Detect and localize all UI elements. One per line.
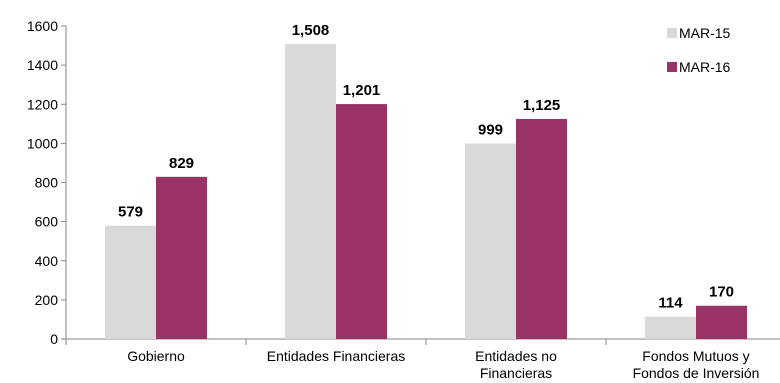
data-label: 1,125 (523, 97, 561, 114)
data-label: 829 (169, 155, 194, 172)
x-category-label: Entidades no (475, 348, 557, 364)
y-tick-label: 1200 (27, 96, 58, 112)
data-label: 114 (658, 295, 683, 312)
x-category-label: Entidades Financieras (267, 348, 406, 364)
legend-swatch (667, 62, 677, 72)
legend-label: MAR-15 (679, 25, 731, 41)
y-axis: 0 200 400 600 800 1000 1200 1400 1600 (27, 18, 67, 347)
y-tick-label: 1600 (27, 18, 58, 34)
data-label: 1,201 (343, 82, 381, 99)
legend-swatch (667, 28, 677, 38)
bar-mar-16-1 (336, 104, 387, 339)
legend: MAR-15 MAR-16 (667, 25, 731, 75)
y-tick-label: 400 (35, 253, 59, 269)
y-tick-label: 800 (35, 175, 59, 191)
y-tick-label: 600 (35, 214, 59, 230)
data-label: 999 (478, 122, 503, 139)
y-tick-label: 1000 (27, 135, 58, 151)
data-labels: 579 1,508 999 114 829 1,201 1,125 170 (118, 22, 734, 312)
bar-mar-15-3 (645, 316, 696, 339)
bar-mar-15-2 (465, 143, 516, 339)
y-tick-label: 1400 (27, 57, 58, 73)
legend-label: MAR-16 (679, 59, 731, 75)
x-axis: Gobierno Entidades Financieras Entidades n… (65, 338, 780, 381)
bar-mar-16-0 (156, 176, 207, 339)
bars (105, 43, 747, 340)
bar-mar-16-2 (516, 118, 567, 339)
x-category-label: Fondos de Inversión (633, 365, 760, 381)
bar-mar-15-1 (285, 43, 336, 340)
data-label: 170 (709, 284, 734, 301)
y-tick-label: 200 (35, 292, 59, 308)
bar-mar-15-0 (105, 225, 156, 339)
bar-mar-16-3 (696, 305, 747, 339)
x-category-label: Gobierno (127, 348, 185, 364)
data-label: 579 (118, 204, 143, 221)
y-tick-label: 0 (50, 331, 58, 347)
data-label: 1,508 (292, 22, 330, 39)
x-category-label: Fondos Mutuos y (642, 348, 749, 364)
x-category-label: Financieras (480, 365, 552, 381)
